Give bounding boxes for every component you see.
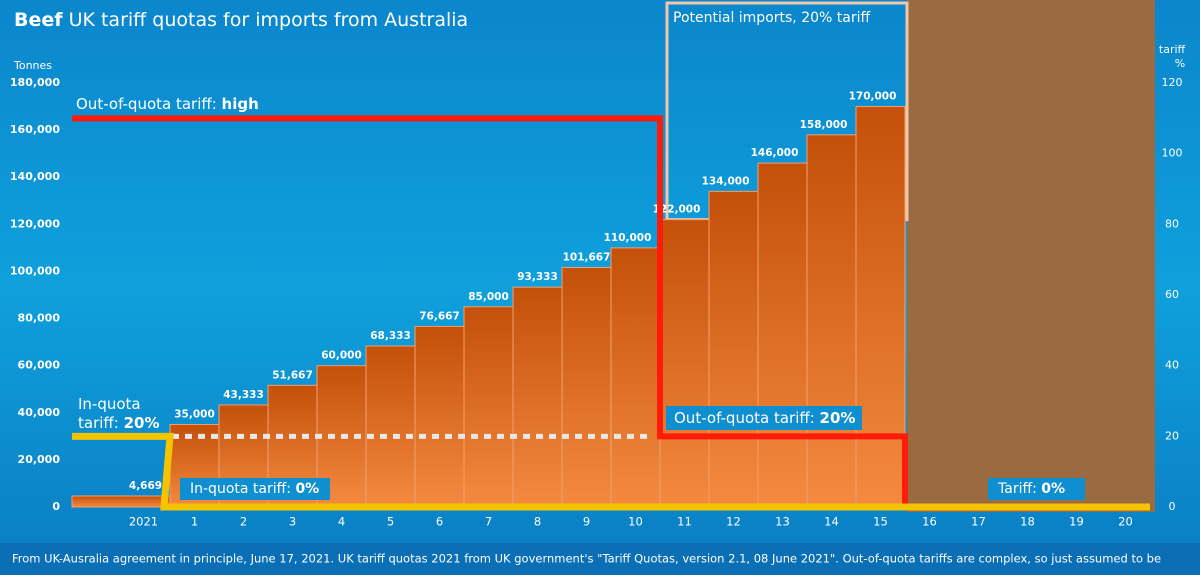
annotation-bold: 0% (1041, 481, 1065, 497)
y-tick-label: 80,000 (18, 312, 61, 325)
x-tick-label: 15 (873, 515, 888, 529)
annotation-text: Potential imports, 20% tariff (673, 10, 870, 26)
x-tick-label: 19 (1069, 515, 1084, 529)
value-label: 60,000 (321, 350, 362, 362)
x-tick-label: 17 (971, 515, 986, 529)
annotation-bold: 20% (124, 414, 160, 432)
value-label: 110,000 (604, 232, 652, 244)
y2-tick-label: 120 (1162, 76, 1183, 89)
y2-tick-label: 0 (1169, 500, 1176, 513)
shaded-region (907, 0, 1155, 512)
annotation: In-quota (78, 395, 141, 413)
annotation-bold: 0% (295, 481, 319, 497)
y-tick-label: 140,000 (10, 170, 60, 183)
value-label: 43,333 (223, 389, 264, 401)
value-label: 68,333 (370, 330, 411, 342)
bar (757, 162, 808, 508)
annotation: In-quota tariff: 0% (190, 481, 319, 497)
bar (561, 267, 612, 508)
value-label: 51,667 (272, 369, 313, 381)
value-label: 101,667 (563, 252, 611, 264)
x-tick-label: 2021 (129, 515, 158, 529)
annotation-bold: high (222, 95, 259, 113)
value-label: 85,000 (468, 291, 509, 303)
y2-axis-label: tariff (1159, 43, 1186, 56)
x-tick-label: 10 (628, 515, 643, 529)
bar (512, 286, 563, 508)
tariff-line (72, 432, 1150, 511)
annotation-box (988, 478, 1085, 500)
bar (414, 325, 465, 508)
x-tick-label: 2 (240, 515, 247, 529)
y-tick-label: 100,000 (10, 264, 60, 277)
y2-tick-label: 60 (1165, 288, 1179, 301)
y-tick-label: 160,000 (10, 123, 60, 136)
value-label: 35,000 (174, 409, 215, 421)
value-label: 146,000 (751, 147, 799, 159)
x-tick-label: 16 (922, 515, 937, 529)
value-label: 93,333 (517, 271, 558, 283)
value-label: 4,669 (129, 480, 162, 492)
annotation: Out-of-quota tariff: high (76, 95, 259, 113)
bar (610, 247, 661, 508)
bar (855, 106, 906, 508)
bar (365, 345, 416, 508)
x-tick-label: 3 (289, 515, 296, 529)
bar (659, 219, 710, 508)
x-tick-label: 20 (1118, 515, 1133, 529)
x-tick-label: 1 (191, 515, 198, 529)
y-tick-label: 120,000 (10, 217, 60, 230)
x-tick-label: 18 (1020, 515, 1035, 529)
footnote: From UK-Ausralia agreement in principle,… (12, 552, 1161, 566)
x-tick-label: 14 (824, 515, 839, 529)
value-label: 122,000 (653, 204, 701, 216)
footer-band (0, 543, 1200, 575)
x-tick-label: 11 (677, 515, 692, 529)
x-tick-label: 13 (775, 515, 790, 529)
annotation-bold: 20% (820, 409, 856, 427)
annotation-text: Out-of-quota tariff: (674, 409, 820, 427)
annotation: Out-of-quota tariff: 20% (674, 409, 855, 427)
x-tick-label: 7 (485, 515, 492, 529)
annotation-text: In-quota tariff: (190, 481, 295, 497)
annotation-box (180, 478, 330, 500)
y-tick-label: 40,000 (18, 406, 61, 419)
annotation-text: In-quota (78, 395, 141, 413)
y-axis-label: Tonnes (13, 59, 52, 72)
annotation: Tariff: 0% (997, 481, 1065, 497)
bar (708, 190, 759, 508)
x-tick-label: 5 (387, 515, 394, 529)
annotation-text: Out-of-quota tariff: (76, 95, 222, 113)
annotation-box (666, 406, 862, 430)
y2-tick-label: 80 (1165, 217, 1179, 230)
bar (806, 134, 857, 508)
x-tick-label: 4 (338, 515, 345, 529)
x-tick-label: 8 (534, 515, 541, 529)
value-label: 158,000 (800, 119, 848, 131)
x-tick-label: 9 (583, 515, 590, 529)
annotation: tariff: 20% (78, 414, 159, 432)
value-label: 76,667 (419, 310, 460, 322)
x-tick-label: 6 (436, 515, 443, 529)
annotation-text: tariff: (78, 414, 124, 432)
y-tick-label: 180,000 (10, 76, 60, 89)
y2-tick-label: 100 (1162, 147, 1183, 160)
annotation: Potential imports, 20% tariff (673, 10, 870, 26)
y2-tick-label: 20 (1165, 429, 1179, 442)
value-label: 170,000 (849, 91, 897, 103)
value-label: 134,000 (702, 175, 750, 187)
y2-tick-label: 40 (1165, 359, 1179, 372)
y-tick-label: 0 (52, 500, 60, 513)
x-tick-label: 12 (726, 515, 741, 529)
bar (71, 495, 171, 508)
y2-axis-label: % (1175, 57, 1185, 70)
annotation-text: Tariff: (997, 481, 1041, 497)
bar (463, 306, 514, 508)
y-tick-label: 20,000 (18, 453, 61, 466)
chart-title: Beef UK tariff quotas for imports from A… (14, 9, 468, 31)
y-tick-label: 60,000 (18, 359, 61, 372)
